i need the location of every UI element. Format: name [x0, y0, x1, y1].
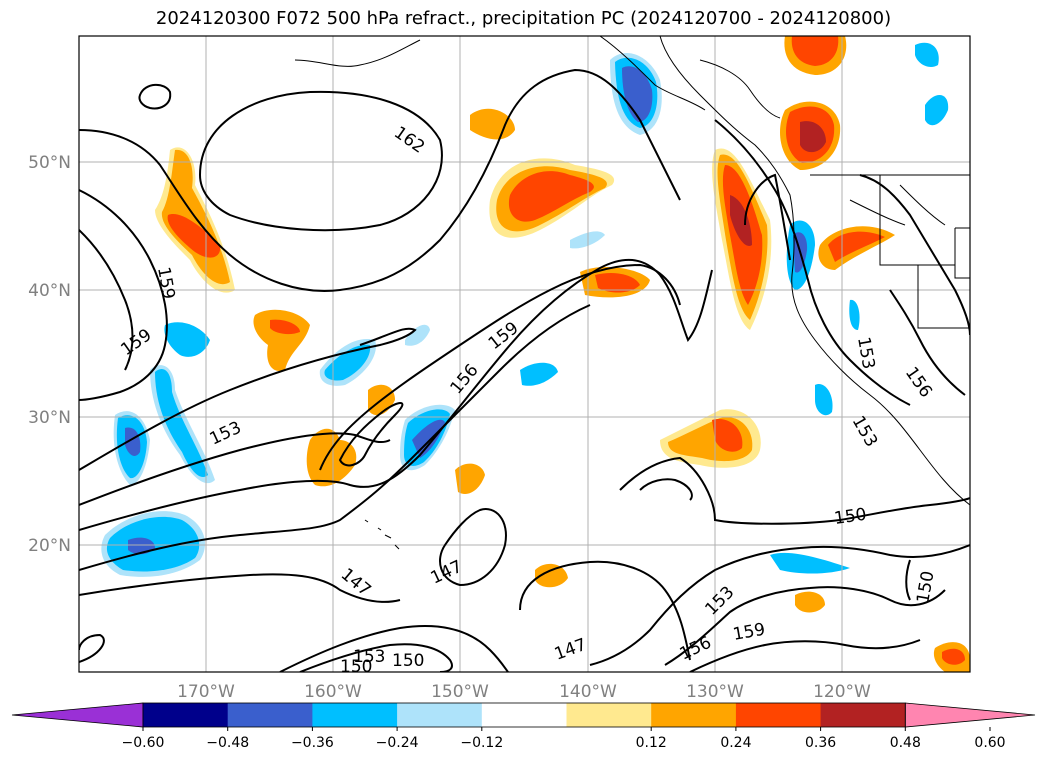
colorbar-segment: [566, 703, 652, 727]
gridlines: [79, 36, 970, 672]
lon-tick-label: 170°W: [177, 682, 235, 702]
lon-tick-label: 150°W: [431, 682, 489, 702]
colorbar-extend-high: [904, 702, 1036, 728]
lat-tick-label: 50°N: [28, 153, 71, 173]
colorbar-segment: [481, 703, 567, 727]
lat-tick-label: 30°N: [28, 408, 71, 428]
map-frame: [78, 35, 971, 673]
contour-label: 150: [392, 651, 424, 671]
coastlines: [294, 36, 970, 550]
colorbar-label: −0.24: [376, 735, 419, 751]
colorbar-label: −0.48: [206, 735, 249, 751]
contour-label: 150: [833, 505, 868, 529]
colorbar-label: −0.36: [291, 735, 334, 751]
lon-tick-labels: 170°W 160°W 150°W 140°W 130°W 120°W: [177, 682, 871, 702]
colorbar-outline: [142, 702, 906, 728]
colorbar-segment: [651, 703, 737, 727]
colorbar-label: 0.60: [974, 735, 1005, 751]
colorbar-segment: [820, 703, 906, 727]
colorbar-label: −0.60: [122, 735, 165, 751]
colorbar-segment: [735, 703, 822, 727]
colorbar-label: 0.12: [636, 735, 667, 751]
colorbar: −0.60 −0.48 −0.36 −0.24 −0.12 0.12 0.24 0.36 0.4…: [11, 702, 1036, 751]
contour-label: 150: [340, 657, 372, 677]
colorbar-extend-low: [11, 702, 144, 728]
lon-tick-label: 120°W: [813, 682, 871, 702]
colorbar-segment: [143, 703, 229, 727]
refractivity-contours: [79, 68, 970, 672]
contour-label: 153: [353, 647, 385, 667]
lat-tick-labels: 50°N 40°N 30°N 20°N: [28, 153, 71, 556]
colorbar-label: 0.48: [890, 735, 921, 751]
colorbar-label: 0.36: [805, 735, 836, 751]
lon-tick-label: 130°W: [686, 682, 744, 702]
colorbar-segment: [312, 703, 398, 727]
colorbar-segment: [227, 703, 313, 727]
map-title: 2024120300 F072 500 hPa refract., precip…: [155, 8, 892, 29]
lat-tick-label: 20°N: [28, 536, 71, 556]
lat-tick-label: 40°N: [28, 281, 71, 301]
map-panel: [79, 36, 970, 672]
colorbar-label: 0.24: [720, 735, 751, 751]
lon-tick-label: 140°W: [559, 682, 617, 702]
colorbar-label: −0.12: [460, 735, 503, 751]
lon-tick-label: 160°W: [304, 682, 362, 702]
colorbar-segment: [397, 703, 483, 727]
